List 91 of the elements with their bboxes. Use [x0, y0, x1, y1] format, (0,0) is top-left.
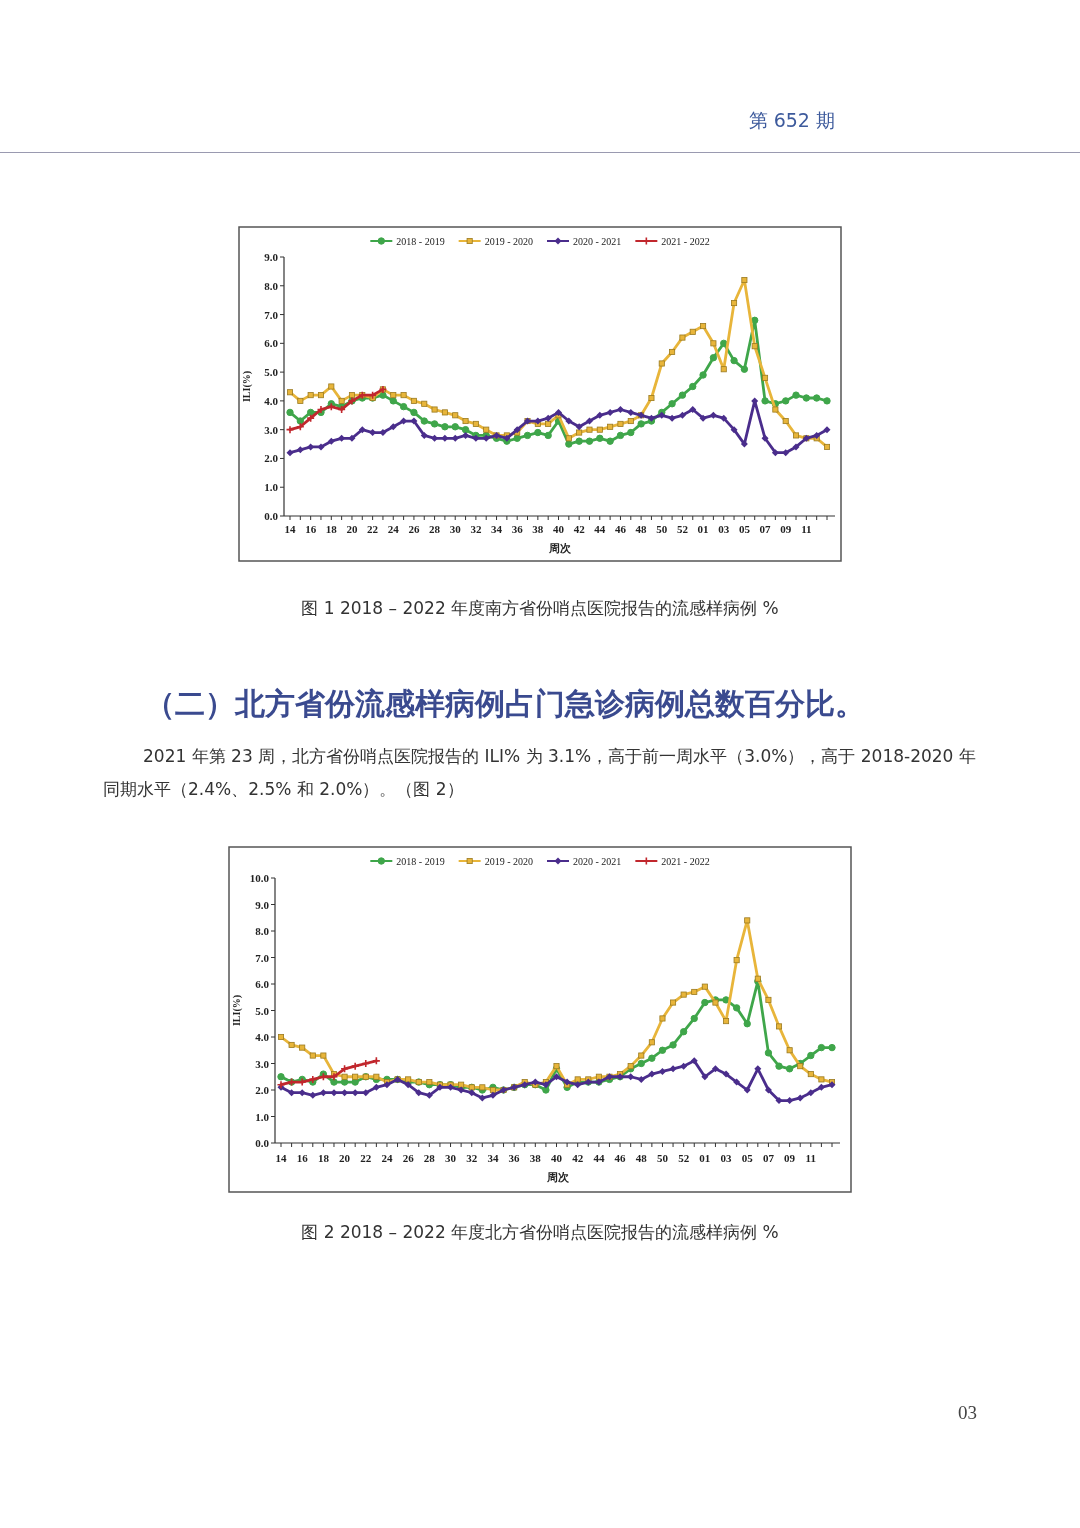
legend-label: 2021 - 2022 — [661, 856, 710, 867]
x-tick-label: 34 — [487, 1152, 499, 1164]
x-tick-label: 32 — [470, 523, 482, 535]
x-tick-label: 22 — [360, 1152, 372, 1164]
x-axis-title: 周次 — [545, 1171, 570, 1184]
x-tick-label: 05 — [738, 523, 751, 535]
y-tick-label: 5.0 — [264, 366, 279, 379]
x-tick-label: 16 — [296, 1152, 309, 1164]
x-tick-label: 24 — [381, 1152, 393, 1164]
legend-label: 2018 - 2019 — [396, 236, 445, 247]
y-tick-label: 1.0 — [255, 1110, 270, 1123]
x-tick-label: 44 — [593, 1152, 605, 1164]
x-tick-label: 40 — [551, 1152, 563, 1164]
x-tick-label: 09 — [784, 1152, 796, 1164]
legend-label: 2020 - 2021 — [573, 236, 622, 247]
x-tick-label: 14 — [284, 523, 296, 535]
x-tick-label: 28 — [429, 523, 441, 535]
y-tick-label: 6.0 — [264, 337, 279, 350]
x-tick-label: 16 — [305, 523, 317, 535]
text: （二）北方省份流感样病例占门急诊病例总数百分比。 — [145, 685, 866, 723]
y-tick-label: 6.0 — [255, 978, 270, 990]
y-tick-label: 1.0 — [264, 481, 279, 494]
caption: 图 2 2018 – 2022 年度北方省份哨点医院报告的流感样病例 % — [300, 1221, 780, 1244]
legend-label: 2019 - 2020 — [484, 856, 533, 867]
x-tick-label: 11 — [801, 523, 812, 535]
x-tick-label: 05 — [741, 1152, 754, 1164]
y-tick-label: 3.0 — [264, 423, 279, 436]
x-tick-label: 03 — [718, 523, 730, 535]
caption: 图 1 2018 – 2022 年度南方省份哨点医院报告的流感样病例 % — [300, 597, 780, 620]
x-tick-label: 30 — [449, 523, 462, 535]
x-tick-label: 52 — [676, 523, 689, 535]
x-tick-label: 42 — [572, 1152, 584, 1164]
y-tick-label: 7.0 — [255, 951, 270, 964]
x-tick-label: 50 — [656, 523, 668, 535]
x-tick-label: 30 — [445, 1152, 457, 1164]
x-tick-label: 48 — [635, 523, 648, 535]
x-tick-label: 20 — [346, 523, 358, 535]
x-tick-label: 36 — [508, 1152, 521, 1164]
y-tick-label: 8.0 — [264, 279, 279, 292]
x-axis-title: 周次 — [547, 542, 572, 555]
y-tick-label: 3.0 — [255, 1057, 270, 1070]
x-tick-label: 32 — [466, 1152, 478, 1164]
legend-label: 2019 - 2020 — [484, 236, 533, 247]
y-tick-label: 0.0 — [255, 1137, 270, 1149]
y-tick-label: 9.0 — [264, 251, 279, 263]
x-tick-label: 48 — [635, 1152, 648, 1164]
y-tick-label: 8.0 — [255, 925, 270, 937]
y-tick-label: 2.0 — [255, 1084, 270, 1096]
x-tick-label: 20 — [339, 1152, 351, 1164]
x-tick-label: 44 — [594, 523, 606, 535]
x-tick-label: 46 — [614, 1152, 627, 1164]
x-tick-label: 22 — [367, 523, 379, 535]
x-tick-label: 01 — [699, 1152, 711, 1164]
x-tick-label: 03 — [720, 1152, 733, 1164]
x-tick-label: 18 — [317, 1152, 330, 1164]
x-tick-label: 46 — [614, 523, 627, 535]
legend-label: 2021 - 2022 — [661, 236, 710, 247]
text: 第 652 期 — [747, 108, 835, 133]
x-tick-label: 14 — [275, 1152, 287, 1164]
x-tick-label: 24 — [387, 523, 400, 535]
y-tick-label: 2.0 — [264, 452, 279, 465]
x-tick-label: 50 — [656, 1152, 669, 1164]
y-tick-label: 4.0 — [264, 394, 279, 407]
x-tick-label: 34 — [491, 523, 503, 535]
y-axis-title: ILI(%) — [241, 370, 253, 403]
y-tick-label: 0.0 — [264, 510, 279, 522]
x-tick-label: 26 — [402, 1152, 415, 1164]
x-tick-label: 36 — [511, 523, 524, 535]
y-tick-label: 7.0 — [264, 308, 279, 321]
text: 2021 年第 23 周，北方省份哨点医院报告的 ILI% 为 3.1%，高于前一周水平（3.0%），高于 2018-2020 年同期水平（2.4%、2.5% 和 2.0%）。（图 2） — [103, 745, 977, 801]
x-tick-label: 52 — [678, 1152, 690, 1164]
x-tick-label: 38 — [532, 523, 544, 535]
y-tick-label: 10.0 — [249, 872, 270, 884]
x-tick-label: 38 — [529, 1152, 542, 1164]
x-tick-label: 28 — [423, 1152, 436, 1164]
x-tick-label: 07 — [759, 523, 772, 535]
legend-label: 2018 - 2019 — [396, 856, 445, 867]
y-tick-label: 5.0 — [255, 1004, 270, 1017]
x-tick-label: 09 — [780, 523, 792, 535]
x-tick-label: 18 — [325, 523, 338, 535]
text: 03 — [957, 1402, 977, 1424]
y-tick-label: 4.0 — [255, 1031, 270, 1043]
legend-label: 2020 - 2021 — [573, 856, 622, 867]
x-tick-label: 40 — [553, 523, 565, 535]
x-tick-label: 01 — [697, 523, 709, 535]
x-tick-label: 42 — [573, 523, 586, 535]
x-tick-label: 26 — [408, 523, 420, 535]
y-tick-label: 9.0 — [255, 898, 270, 911]
y-axis-title: ILI(%) — [231, 994, 243, 1027]
x-tick-label: 07 — [762, 1152, 775, 1164]
x-tick-label: 11 — [805, 1152, 817, 1164]
